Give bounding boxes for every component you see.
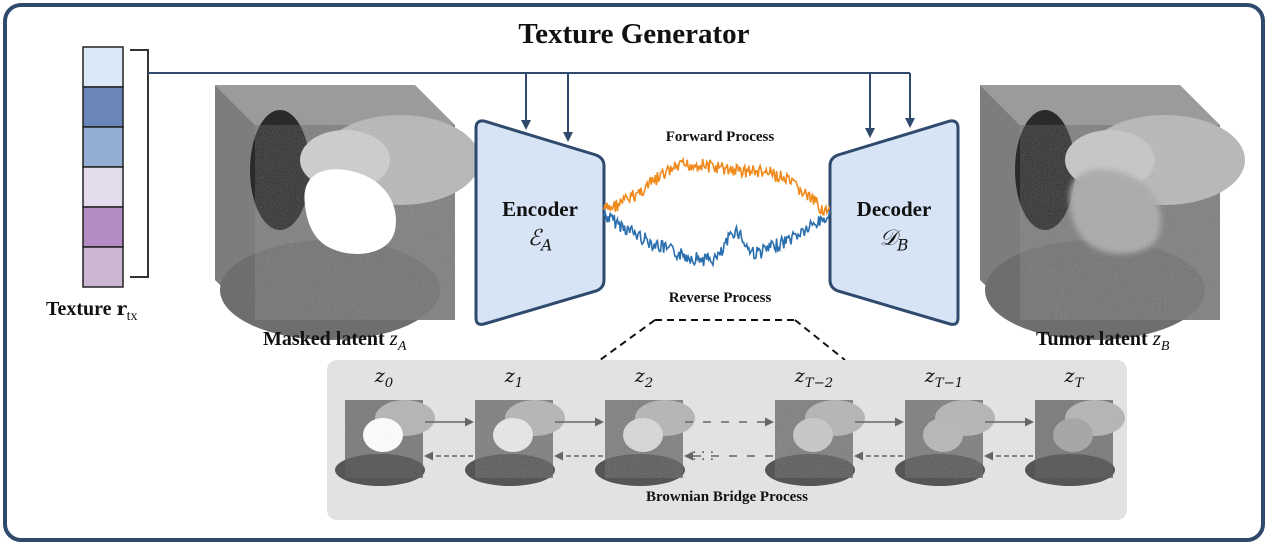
reverse-process-label: Reverse Process: [668, 290, 772, 306]
ct-slice-masked: [220, 110, 480, 340]
tumor-latent-var: z: [1152, 326, 1161, 350]
reverse-ellipsis: · · ·: [692, 452, 715, 468]
encoder-math: ℰA: [476, 226, 604, 254]
texture-cell: [82, 206, 124, 248]
bridge-step-label: zT−2: [765, 365, 863, 391]
masked-latent-sub: A: [397, 339, 407, 354]
tumor-latent-cube: [980, 85, 1245, 340]
texture-connections: [148, 72, 915, 142]
bridge-thumbnail: [1025, 400, 1125, 486]
texture-bracket: [130, 49, 149, 278]
encoder-subscript: A: [541, 236, 553, 255]
bridge-thumbnail: [765, 400, 865, 486]
forward-ellipsis: · · ·: [692, 445, 715, 461]
diagram-title: Texture Generator: [518, 18, 750, 50]
bridge-step-label: z2: [595, 365, 693, 391]
zoom-line-right: [794, 319, 846, 361]
encoder-symbol: ℰ: [527, 226, 542, 251]
masked-latent-text: Masked latent: [263, 328, 385, 350]
brownian-bridge-label: Brownian Bridge Process: [646, 489, 808, 505]
decoder-subscript: B: [897, 236, 909, 255]
step-sub: T−2: [804, 375, 834, 391]
encoder-label: Encoder: [502, 197, 578, 221]
texture-label-text: Texture: [46, 298, 112, 320]
bridge-thumbnail: [465, 400, 565, 486]
texture-cell: [82, 166, 124, 208]
decoder-math: 𝒟B: [830, 226, 958, 254]
bridge-thumbnail: [895, 400, 995, 486]
bridge-step-label: zT−1: [895, 365, 993, 391]
step-sub: 1: [514, 375, 524, 391]
bridge-step-label: z1: [465, 365, 563, 391]
forward-process-label: Forward Process: [665, 129, 775, 145]
encoder-block: [474, 119, 606, 326]
ct-slice-tumor: [985, 110, 1245, 340]
step-sub: 0: [384, 375, 394, 391]
texture-symbol: r: [116, 298, 127, 320]
masked-latent-label: Masked latent zA: [263, 326, 406, 355]
step-var: z: [924, 365, 935, 387]
masked-latent-cube: [215, 85, 480, 340]
bridge-arrows: [424, 417, 1034, 461]
reverse-process-signal: [603, 208, 831, 268]
texture-cell: [82, 246, 124, 288]
texture-vector: [82, 46, 124, 288]
bridge-step-label: z0: [335, 365, 433, 391]
decoder-symbol: 𝒟: [879, 226, 898, 251]
step-var: z: [634, 365, 645, 387]
bridge-thumbnail: [335, 400, 435, 486]
texture-cell: [82, 126, 124, 168]
step-var: z: [1064, 365, 1075, 387]
step-sub: T−1: [934, 375, 964, 391]
masked-latent-var: z: [389, 326, 398, 350]
step-var: z: [794, 365, 805, 387]
step-sub: 2: [644, 375, 654, 391]
texture-cell: [82, 46, 124, 88]
tumor-latent-sub: B: [1160, 339, 1170, 354]
step-sub: T: [1074, 375, 1084, 391]
bridge-thumbnail: [595, 400, 695, 486]
texture-label: Texture rtx: [46, 298, 137, 325]
texture-subscript: tx: [126, 309, 138, 324]
tumor-latent-text: Tumor latent: [1036, 328, 1148, 350]
step-var: z: [374, 365, 385, 387]
step-var: z: [504, 365, 515, 387]
decoder-block: [828, 119, 960, 326]
decoder-label: Decoder: [856, 197, 932, 221]
texture-cell: [82, 86, 124, 128]
bridge-step-label: zT: [1025, 365, 1123, 391]
bridge-thumbnails: [335, 400, 1125, 486]
forward-process-signal: [603, 156, 831, 216]
tumor-latent-label: Tumor latent zB: [1036, 326, 1169, 355]
